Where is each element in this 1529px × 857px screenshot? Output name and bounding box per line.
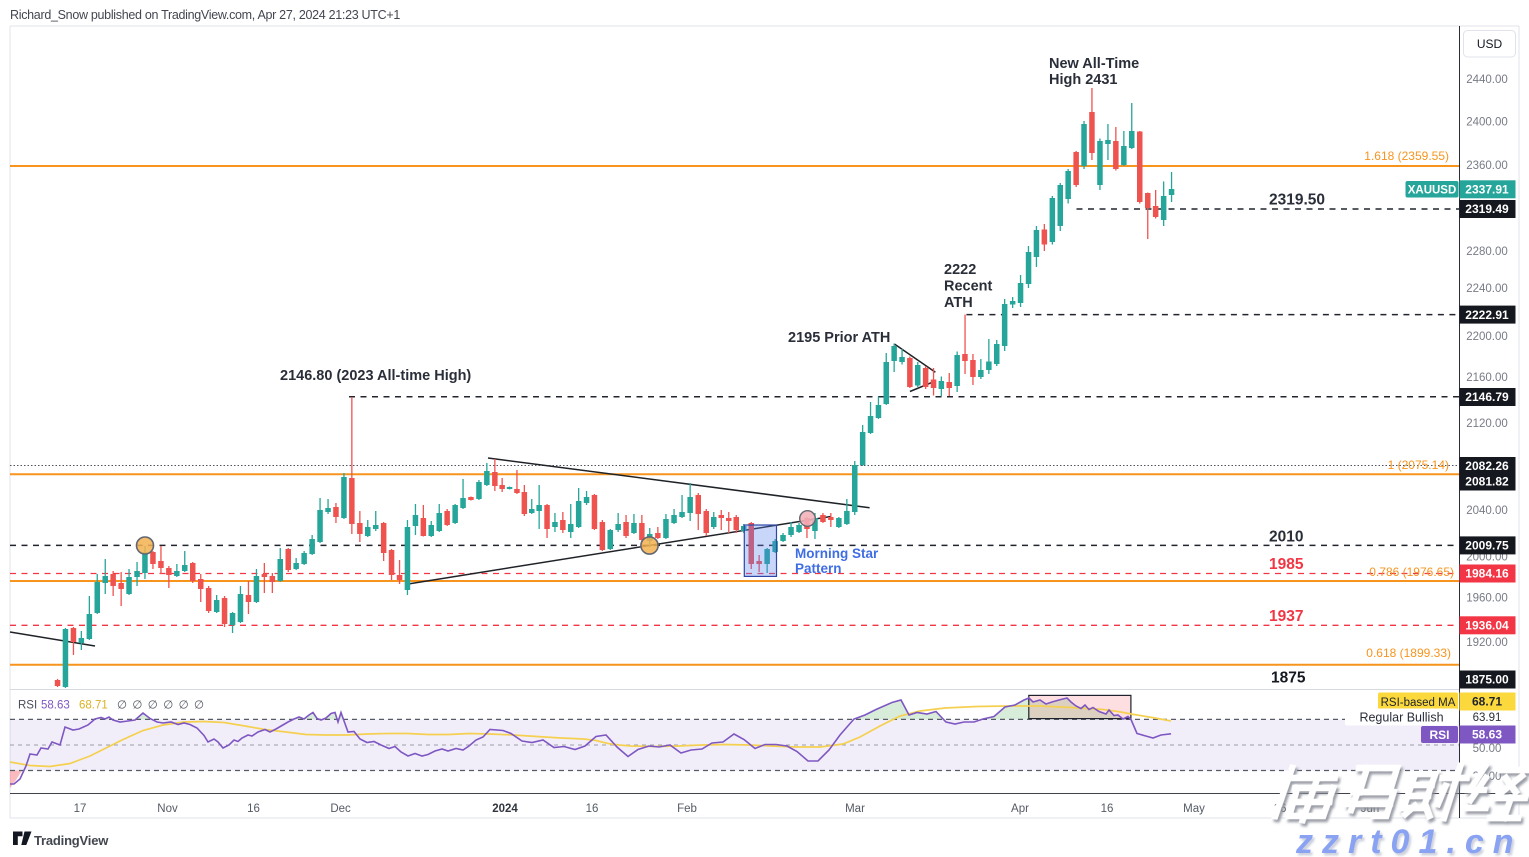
svg-text:New All-Time: New All-Time	[1049, 56, 1139, 72]
svg-text:2081.82: 2081.82	[1465, 475, 1509, 489]
svg-text:TradingView: TradingView	[34, 833, 109, 848]
svg-text:1875.00: 1875.00	[1465, 673, 1509, 687]
svg-text:2280.00: 2280.00	[1466, 246, 1508, 258]
svg-text:2009.75: 2009.75	[1465, 539, 1509, 553]
svg-text:16: 16	[586, 803, 599, 815]
svg-text:Recent: Recent	[944, 279, 993, 295]
svg-text:Richard_Snow published on Trad: Richard_Snow published on TradingView.co…	[10, 8, 400, 22]
svg-text:2319.50: 2319.50	[1269, 192, 1325, 209]
svg-text:1960.00: 1960.00	[1466, 592, 1508, 604]
svg-text:RSI: RSI	[18, 700, 37, 712]
svg-text:0.786 (1976.65): 0.786 (1976.65)	[1369, 565, 1454, 579]
svg-text:63.91: 63.91	[1473, 712, 1502, 724]
svg-text:68.71: 68.71	[79, 700, 108, 712]
svg-text:Feb: Feb	[677, 803, 697, 815]
svg-text:2440.00: 2440.00	[1466, 74, 1508, 86]
svg-text:Apr: Apr	[1011, 803, 1029, 815]
svg-text:Pattern: Pattern	[795, 561, 842, 576]
svg-text:USD: USD	[1477, 37, 1503, 51]
svg-text:RSI: RSI	[1429, 728, 1449, 742]
svg-text:2024: 2024	[492, 803, 518, 815]
svg-text:2195 Prior ATH: 2195 Prior ATH	[788, 330, 890, 346]
svg-text:XAUUSD: XAUUSD	[1408, 185, 1457, 197]
svg-text:2120.00: 2120.00	[1466, 418, 1508, 430]
svg-text:0.618 (1899.33): 0.618 (1899.33)	[1366, 646, 1451, 660]
svg-text:2146.79: 2146.79	[1465, 390, 1509, 404]
svg-text:1984.16: 1984.16	[1465, 567, 1509, 581]
svg-text:2146.80 (2023 All-time High): 2146.80 (2023 All-time High)	[280, 368, 471, 384]
svg-text:High 2431: High 2431	[1049, 72, 1118, 88]
svg-text:2337.91: 2337.91	[1465, 183, 1509, 197]
svg-text:∅: ∅	[194, 700, 204, 712]
svg-text:1937: 1937	[1269, 608, 1303, 625]
svg-text:17: 17	[74, 803, 87, 815]
svg-text:1 (2075.14): 1 (2075.14)	[1388, 458, 1449, 472]
svg-text:16: 16	[1101, 803, 1114, 815]
svg-text:2200.00: 2200.00	[1466, 331, 1508, 343]
svg-text:58.63: 58.63	[41, 700, 70, 712]
svg-text:∅: ∅	[163, 700, 173, 712]
svg-text:1875: 1875	[1271, 670, 1306, 687]
svg-text:2000.00: 2000.00	[1466, 552, 1508, 564]
svg-text:∅: ∅	[148, 700, 158, 712]
svg-text:zzrt01.cn: zzrt01.cn	[1295, 823, 1523, 857]
svg-text:∅: ∅	[179, 700, 189, 712]
svg-text:58.63: 58.63	[1472, 728, 1502, 742]
svg-text:68.71: 68.71	[1472, 695, 1502, 709]
svg-text:Mar: Mar	[845, 803, 865, 815]
svg-text:Nov: Nov	[157, 803, 178, 815]
svg-text:Dec: Dec	[330, 803, 351, 815]
svg-text:2082.26: 2082.26	[1465, 459, 1509, 473]
svg-text:∅: ∅	[132, 700, 142, 712]
svg-text:ATH: ATH	[944, 295, 973, 311]
svg-text:2240.00: 2240.00	[1466, 283, 1508, 295]
svg-text:1936.04: 1936.04	[1465, 619, 1509, 633]
svg-text:1985: 1985	[1269, 556, 1304, 573]
svg-text:2400.00: 2400.00	[1466, 117, 1508, 129]
svg-text:2222.91: 2222.91	[1465, 308, 1509, 322]
svg-text:2319.49: 2319.49	[1465, 202, 1509, 216]
svg-text:16: 16	[247, 803, 260, 815]
svg-text:Regular Bullish: Regular Bullish	[1359, 711, 1443, 725]
svg-text:1.618 (2359.55): 1.618 (2359.55)	[1364, 149, 1449, 163]
svg-text:2222: 2222	[944, 262, 976, 278]
svg-text:50.00: 50.00	[1473, 743, 1502, 755]
svg-text:2360.00: 2360.00	[1466, 160, 1508, 172]
svg-text:Morning Star: Morning Star	[795, 546, 879, 561]
svg-text:1920.00: 1920.00	[1466, 637, 1508, 649]
svg-text:2010: 2010	[1269, 529, 1303, 546]
svg-text:RSI-based MA: RSI-based MA	[1381, 697, 1456, 709]
svg-text:∅: ∅	[117, 700, 127, 712]
svg-text:May: May	[1183, 803, 1205, 815]
svg-text:2040.00: 2040.00	[1466, 505, 1508, 517]
svg-text:2160.00: 2160.00	[1466, 372, 1508, 384]
